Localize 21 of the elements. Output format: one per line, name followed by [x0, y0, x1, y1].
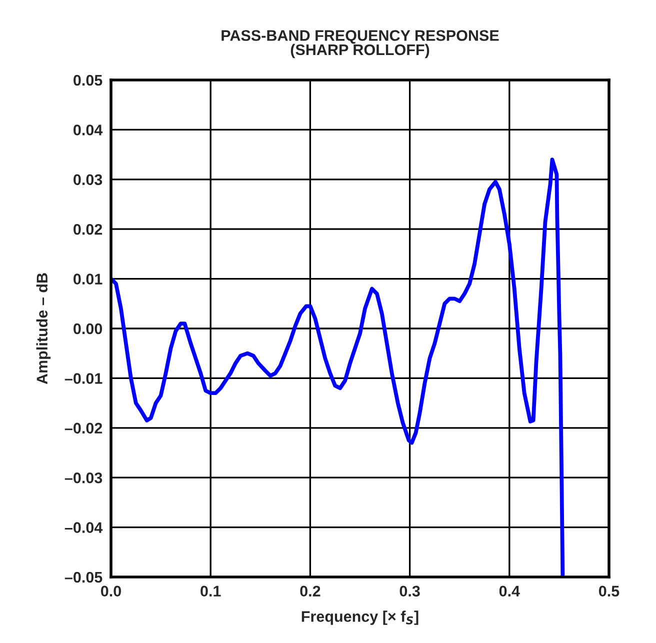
y-tick-label: –0.03 — [64, 472, 102, 484]
line-series — [111, 158, 565, 577]
y-tick-label: 0.04 — [74, 124, 103, 136]
y-axis-title: Amplitude – dB — [36, 273, 51, 384]
y-tick-label: 0.02 — [74, 224, 102, 235]
y-tick-label: 0.03 — [74, 174, 102, 186]
x-tick-label: 0.1 — [200, 586, 221, 597]
x-tick-label: 0.3 — [400, 586, 420, 597]
y-tick-label: –0.02 — [64, 422, 102, 434]
y-tick-label: 0.01 — [74, 274, 102, 284]
y-tick-label: –0.05 — [64, 572, 102, 583]
y-tick-label: –0.01 — [64, 373, 102, 384]
y-tick-label: 0.05 — [74, 74, 102, 86]
x-tick-label: 0.4 — [499, 586, 520, 597]
x-tick-label: 0.5 — [598, 586, 620, 597]
x-tick-label: 0.0 — [100, 586, 121, 597]
x-tick-label: 0.2 — [300, 586, 320, 597]
chart-title: PASS-BAND FREQUENCY RESPONSE (SHARP ROLLOFF) — [222, 30, 499, 58]
y-tick-label: 0.00 — [74, 323, 102, 334]
x-axis-title: Frequency [× f$_{S}$] — [302, 610, 418, 625]
y-tick-label: –0.04 — [64, 522, 103, 533]
